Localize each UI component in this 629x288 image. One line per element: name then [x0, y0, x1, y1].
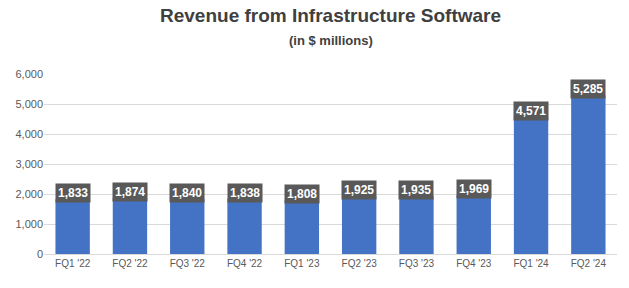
svg-text:FQ2 '24: FQ2 '24 [571, 258, 607, 269]
svg-text:FQ2 '23: FQ2 '23 [342, 258, 378, 269]
svg-text:1,925: 1,925 [344, 183, 374, 197]
svg-text:1,838: 1,838 [230, 186, 260, 200]
svg-text:0: 0 [37, 248, 43, 260]
svg-text:2,000: 2,000 [15, 188, 43, 200]
svg-text:FQ3 '23: FQ3 '23 [399, 258, 435, 269]
svg-text:1,808: 1,808 [287, 187, 317, 201]
svg-text:FQ1 '23: FQ1 '23 [284, 258, 320, 269]
svg-text:1,935: 1,935 [401, 183, 431, 197]
svg-text:5,000: 5,000 [15, 98, 43, 110]
svg-text:4,000: 4,000 [15, 128, 43, 140]
svg-text:6,000: 6,000 [15, 68, 43, 80]
svg-text:FQ3 '22: FQ3 '22 [170, 258, 206, 269]
svg-text:1,969: 1,969 [459, 182, 489, 196]
svg-text:4,571: 4,571 [516, 104, 546, 118]
svg-text:3,000: 3,000 [15, 158, 43, 170]
svg-text:Revenue from Infrastructure So: Revenue from Infrastructure Software [160, 5, 501, 26]
svg-text:FQ1 '24: FQ1 '24 [513, 258, 549, 269]
svg-text:FQ2 '22: FQ2 '22 [112, 258, 148, 269]
svg-text:5,285: 5,285 [573, 82, 603, 96]
svg-text:1,000: 1,000 [15, 218, 43, 230]
svg-text:1,840: 1,840 [172, 186, 202, 200]
svg-text:FQ1 '22: FQ1 '22 [55, 258, 91, 269]
svg-text:1,833: 1,833 [58, 186, 88, 200]
svg-text:FQ4 '23: FQ4 '23 [456, 258, 492, 269]
svg-text:FQ4 '22: FQ4 '22 [227, 258, 263, 269]
svg-text:1,874: 1,874 [115, 185, 145, 199]
svg-text:(in $ millions): (in $ millions) [289, 33, 373, 48]
